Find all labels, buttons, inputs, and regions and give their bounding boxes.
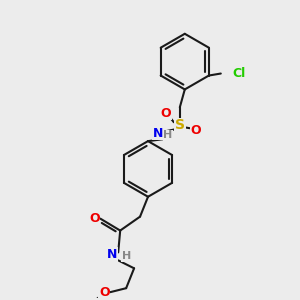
Text: H: H bbox=[122, 251, 131, 261]
Text: O: O bbox=[99, 286, 110, 299]
Text: O: O bbox=[160, 107, 171, 120]
Text: S: S bbox=[175, 118, 185, 132]
Text: Cl: Cl bbox=[233, 67, 246, 80]
Text: N: N bbox=[153, 127, 163, 140]
Text: N: N bbox=[107, 248, 117, 261]
Text: O: O bbox=[89, 212, 100, 225]
Text: O: O bbox=[190, 124, 201, 137]
Text: H: H bbox=[163, 130, 172, 140]
